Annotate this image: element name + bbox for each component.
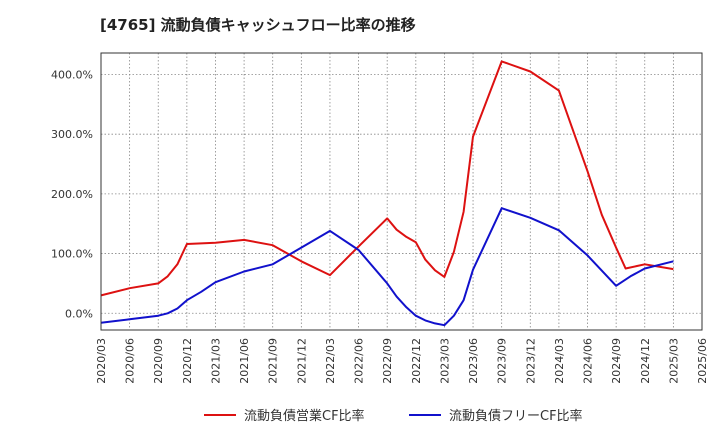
x-tick-label: 2022/03 [324, 338, 337, 384]
y-tick-label: 200.0% [51, 188, 93, 201]
y-tick-label: 400.0% [51, 68, 93, 81]
x-tick-label: 2024/03 [553, 338, 566, 384]
legend-label-2: 流動負債フリーCF比率 [449, 408, 583, 424]
x-tick-label: 2020/06 [124, 338, 137, 384]
series-layer [100, 60, 674, 327]
x-tick-label: 2023/06 [467, 338, 480, 384]
x-tick-label: 2022/06 [353, 338, 366, 384]
grid-layer [100, 53, 703, 330]
x-tick-label: 2023/12 [524, 338, 537, 384]
x-tick-label: 2021/12 [295, 338, 308, 384]
y-tick-label: 300.0% [51, 128, 93, 141]
chart-title: [4765] 流動負債キャッシュフロー比率の推移 [100, 16, 416, 34]
x-tick-label: 2021/03 [209, 338, 222, 384]
x-tick-label: 2023/09 [496, 338, 509, 384]
legend: 流動負債営業CF比率 流動負債フリーCF比率 [204, 408, 583, 424]
x-tick-label: 2023/03 [438, 338, 451, 384]
x-tick-label: 2020/03 [95, 338, 108, 384]
x-tick-label: 2022/09 [381, 338, 394, 384]
x-tick-label: 2020/09 [152, 338, 165, 384]
x-tick-label: 2025/03 [667, 338, 680, 384]
x-tick-label: 2024/09 [610, 338, 623, 384]
x-tick-labels: 2020/03 2020/06 2020/09 2020/12 2021/03 2021/… [95, 338, 709, 384]
plot-frame [100, 52, 703, 331]
legend-label-1: 流動負債営業CF比率 [244, 408, 365, 424]
y-tick-labels: 0.0% 100.0% 200.0% 300.0% 400.0% [51, 68, 93, 320]
x-tick-label: 2022/12 [410, 338, 423, 384]
x-tick-label: 2024/06 [582, 338, 595, 384]
x-tick-label: 2024/12 [639, 338, 652, 384]
x-tick-label: 2021/06 [238, 338, 251, 384]
x-tick-label: 2025/06 [696, 338, 709, 384]
series-line-2 [100, 207, 674, 327]
y-tick-label: 100.0% [51, 248, 93, 261]
y-tick-label: 0.0% [65, 307, 93, 320]
x-tick-label: 2020/12 [181, 338, 194, 384]
series-line-1 [100, 60, 674, 297]
x-tick-label: 2021/09 [267, 338, 280, 384]
